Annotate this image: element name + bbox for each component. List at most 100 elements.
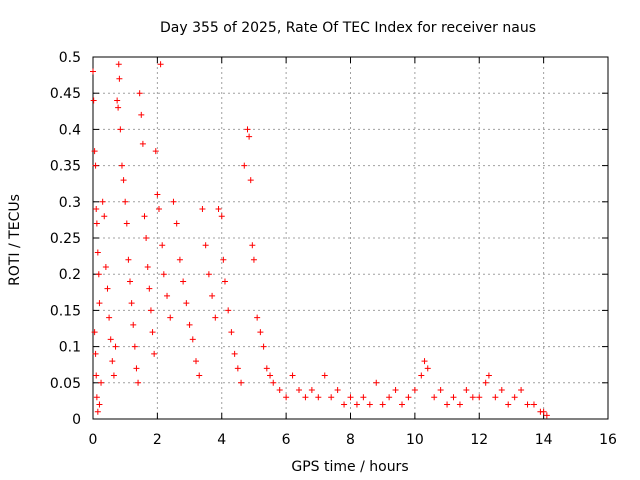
data-point <box>173 220 180 227</box>
data-point <box>102 263 109 270</box>
data-point <box>202 242 209 249</box>
data-point <box>276 387 283 394</box>
data-point <box>244 126 251 133</box>
data-point <box>347 394 354 401</box>
y-tick-label: 0.5 <box>59 50 81 66</box>
data-point <box>308 387 315 394</box>
data-point <box>94 408 101 415</box>
data-point <box>205 271 212 278</box>
data-point <box>127 278 134 285</box>
data-point <box>122 198 129 205</box>
data-point <box>123 220 130 227</box>
data-point <box>164 292 171 299</box>
data-point <box>152 148 159 155</box>
data-point <box>117 126 124 133</box>
y-tick-label: 0.45 <box>50 86 81 102</box>
data-point <box>530 401 537 408</box>
x-tick-label: 2 <box>153 432 162 448</box>
y-tick-label: 0.1 <box>59 340 81 356</box>
data-point <box>114 97 121 104</box>
data-point <box>159 242 166 249</box>
x-tick-label: 0 <box>89 432 98 448</box>
data-point <box>196 372 203 379</box>
y-tick-label: 0.35 <box>50 159 81 175</box>
data-point <box>109 358 116 365</box>
data-point <box>254 314 261 321</box>
data-point <box>112 343 119 350</box>
x-tick-label: 16 <box>599 432 617 448</box>
data-point <box>225 307 232 314</box>
data-point <box>110 372 117 379</box>
data-point <box>431 394 438 401</box>
data-point <box>130 321 137 328</box>
data-point <box>131 343 138 350</box>
data-point <box>257 329 264 336</box>
y-axis-label: ROTI / TECUs <box>7 194 23 286</box>
data-point <box>93 220 100 227</box>
data-point <box>141 213 148 220</box>
data-point <box>524 401 531 408</box>
data-point <box>341 401 348 408</box>
data-point <box>93 394 100 401</box>
data-point <box>91 329 98 336</box>
data-point <box>463 387 470 394</box>
data-point <box>170 198 177 205</box>
data-point <box>139 140 146 147</box>
data-point <box>249 242 256 249</box>
data-point <box>234 365 241 372</box>
data-point <box>149 329 156 336</box>
grid <box>93 57 608 419</box>
data-point <box>96 401 103 408</box>
data-point <box>99 198 106 205</box>
data-point <box>183 300 190 307</box>
data-point <box>492 394 499 401</box>
data-point <box>167 314 174 321</box>
data-point <box>283 394 290 401</box>
data-point <box>247 177 254 184</box>
chart-title: Day 355 of 2025, Rate Of TEC Index for r… <box>160 20 536 36</box>
data-point <box>450 394 457 401</box>
data-point <box>133 365 140 372</box>
data-point <box>107 336 114 343</box>
data-point <box>469 394 476 401</box>
data-point <box>186 321 193 328</box>
y-tick-label: 0 <box>72 412 81 428</box>
data-point <box>379 401 386 408</box>
data-point <box>212 314 219 321</box>
data-point <box>296 387 302 394</box>
x-tick-label: 4 <box>217 432 226 448</box>
data-point <box>411 387 418 394</box>
data-point <box>289 372 296 379</box>
data-point <box>147 307 154 314</box>
data-point <box>260 343 267 350</box>
data-point <box>543 412 550 419</box>
data-point <box>246 133 253 140</box>
y-tick-label: 0.25 <box>50 231 81 247</box>
data-point <box>104 285 111 292</box>
data-point <box>154 191 161 198</box>
data-point <box>540 408 547 415</box>
y-tick-label: 0.4 <box>59 122 81 138</box>
data-point <box>267 372 274 379</box>
data-point <box>505 401 512 408</box>
y-axis: 0 0.05 0.1 0.15 0.2 0.25 0.3 0.35 0.4 0.45 0.5 <box>50 50 608 428</box>
data-point <box>115 104 122 111</box>
data-point <box>270 379 277 386</box>
x-axis: 0 2 4 6 8 10 12 14 16 <box>89 57 617 448</box>
data-point <box>138 111 145 118</box>
data-point <box>238 379 245 386</box>
data-point <box>518 387 525 394</box>
data-point <box>444 401 451 408</box>
data-point <box>250 256 257 263</box>
data-point <box>193 358 199 365</box>
x-tick-label: 6 <box>282 432 291 448</box>
data-point <box>90 68 96 75</box>
data-point <box>334 387 341 394</box>
data-point <box>144 263 151 270</box>
data-point <box>151 350 158 357</box>
data-point <box>511 394 518 401</box>
data-point <box>176 256 183 263</box>
data-point <box>366 401 373 408</box>
data-point <box>135 379 142 386</box>
